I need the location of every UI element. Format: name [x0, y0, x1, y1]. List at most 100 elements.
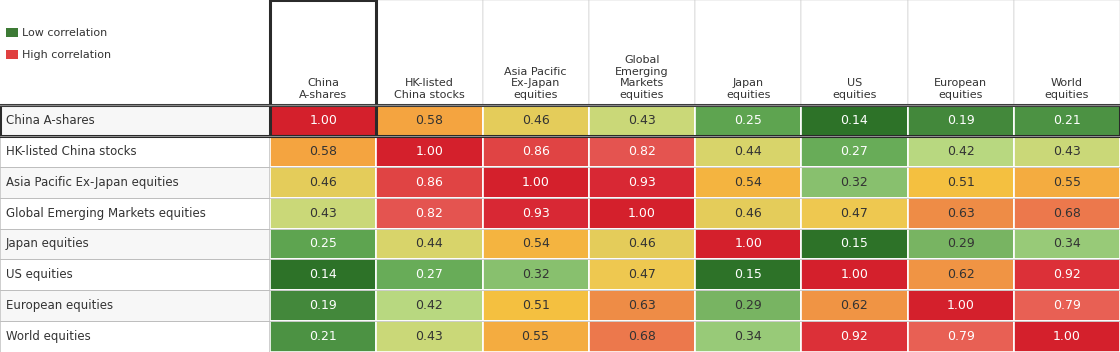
Text: 0.19: 0.19 [946, 114, 974, 127]
Bar [0, 197, 269, 228]
Text: Asia Pacific Ex-Japan equities: Asia Pacific Ex-Japan equities [6, 176, 179, 189]
Bar [696, 197, 801, 228]
Bar [907, 259, 1014, 290]
Text: 0.63: 0.63 [628, 299, 655, 312]
Text: 0.43: 0.43 [309, 207, 337, 220]
Text: Asia Pacific
Ex-Japan
equities: Asia Pacific Ex-Japan equities [504, 67, 567, 100]
Text: 0.27: 0.27 [416, 268, 444, 281]
Text: China
A-shares: China A-shares [299, 78, 347, 100]
Text: 1.00: 1.00 [1053, 330, 1081, 343]
Text: European
equities: European equities [934, 78, 987, 100]
Text: US equities: US equities [6, 268, 73, 281]
Bar [801, 321, 907, 352]
Text: 0.55: 0.55 [522, 330, 550, 343]
Bar [376, 259, 483, 290]
Bar [483, 259, 589, 290]
Text: 0.47: 0.47 [628, 268, 656, 281]
Text: 1.00: 1.00 [522, 176, 550, 189]
Text: 0.44: 0.44 [416, 238, 444, 250]
Text: 0.46: 0.46 [735, 207, 762, 220]
Bar [589, 259, 696, 290]
Text: 0.15: 0.15 [735, 268, 762, 281]
Bar [483, 105, 589, 136]
Bar [483, 0, 589, 105]
Bar [0, 228, 269, 259]
Text: 0.34: 0.34 [1053, 238, 1081, 250]
Bar [376, 197, 483, 228]
Text: World
equities: World equities [1045, 78, 1089, 100]
Bar [270, 105, 376, 136]
Text: 0.42: 0.42 [416, 299, 444, 312]
Text: 0.54: 0.54 [522, 238, 550, 250]
Text: 0.14: 0.14 [309, 268, 337, 281]
Bar [270, 321, 376, 352]
Bar [696, 167, 801, 197]
Text: 0.29: 0.29 [735, 299, 762, 312]
Text: 0.58: 0.58 [309, 145, 337, 158]
Text: 0.79: 0.79 [1053, 299, 1081, 312]
Text: Japan
equities: Japan equities [726, 78, 771, 100]
Bar [376, 0, 483, 105]
Text: 0.86: 0.86 [522, 145, 550, 158]
Text: Japan equities: Japan equities [6, 238, 90, 250]
Text: 0.62: 0.62 [946, 268, 974, 281]
Text: HK-listed
China stocks: HK-listed China stocks [394, 78, 465, 100]
Bar [6, 50, 18, 59]
Bar [270, 290, 376, 321]
Bar [483, 290, 589, 321]
Bar [270, 228, 376, 259]
Text: 1.00: 1.00 [946, 299, 974, 312]
Bar [907, 167, 1014, 197]
Text: 0.43: 0.43 [1053, 145, 1081, 158]
Bar [1014, 259, 1120, 290]
Bar [270, 259, 376, 290]
Text: 0.32: 0.32 [522, 268, 550, 281]
Bar [1014, 167, 1120, 197]
Text: 0.44: 0.44 [735, 145, 762, 158]
Text: China A-shares: China A-shares [6, 114, 95, 127]
Text: 0.46: 0.46 [309, 176, 337, 189]
Text: 0.46: 0.46 [522, 114, 550, 127]
Text: 1.00: 1.00 [840, 268, 868, 281]
Text: 0.46: 0.46 [628, 238, 655, 250]
Text: 0.55: 0.55 [1053, 176, 1081, 189]
Text: 0.86: 0.86 [416, 176, 444, 189]
Bar [589, 228, 696, 259]
Text: 0.63: 0.63 [946, 207, 974, 220]
Bar [270, 136, 376, 167]
Bar [270, 167, 376, 197]
Bar [0, 290, 269, 321]
Bar [907, 105, 1014, 136]
Bar [0, 0, 270, 105]
Text: 0.25: 0.25 [735, 114, 762, 127]
Text: 0.27: 0.27 [840, 145, 868, 158]
Text: 0.29: 0.29 [946, 238, 974, 250]
Text: 1.00: 1.00 [628, 207, 656, 220]
Bar [0, 105, 1120, 136]
Text: 0.19: 0.19 [309, 299, 337, 312]
Bar [0, 321, 269, 352]
Bar [483, 136, 589, 167]
Bar [376, 321, 483, 352]
Bar [696, 105, 801, 136]
Bar [0, 105, 269, 136]
Bar [907, 321, 1014, 352]
Text: Global
Emerging
Markets
equities: Global Emerging Markets equities [615, 55, 669, 100]
Text: US
equities: US equities [832, 78, 877, 100]
Bar [907, 228, 1014, 259]
Bar [270, 0, 376, 136]
Bar [376, 167, 483, 197]
Text: 0.43: 0.43 [416, 330, 444, 343]
Text: 0.15: 0.15 [840, 238, 868, 250]
Text: 0.43: 0.43 [628, 114, 655, 127]
Bar [0, 259, 269, 290]
Bar [907, 0, 1014, 105]
Text: 0.68: 0.68 [628, 330, 656, 343]
Text: Global Emerging Markets equities: Global Emerging Markets equities [6, 207, 206, 220]
Bar [1014, 0, 1120, 105]
Bar [483, 167, 589, 197]
Text: 0.92: 0.92 [840, 330, 868, 343]
Text: 1.00: 1.00 [735, 238, 762, 250]
Bar [483, 197, 589, 228]
Text: European equities: European equities [6, 299, 113, 312]
